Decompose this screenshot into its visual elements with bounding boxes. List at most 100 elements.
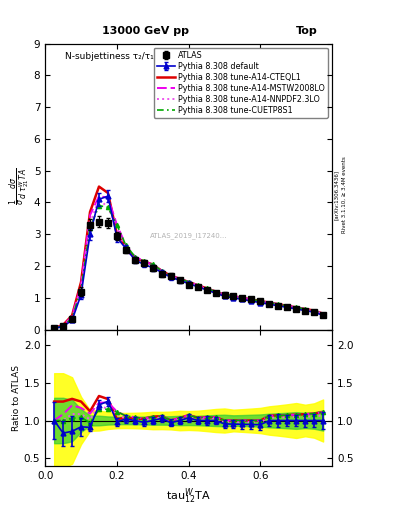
Pythia 8.308 tune-A14-MSTW2008LO <box>97 193 101 199</box>
Text: N-subjettiness τ₂/τ₁ (ATLAS jet substructure): N-subjettiness τ₂/τ₁ (ATLAS jet substruc… <box>65 52 266 61</box>
Pythia 8.308 tune-A14-NNPDF2.3LO <box>312 308 316 314</box>
Pythia 8.308 tune-A14-CTEQL1 <box>106 190 110 196</box>
Pythia 8.308 tune-A14-CTEQL1 <box>186 279 191 285</box>
Pythia 8.308 tune-A14-NNPDF2.3LO <box>222 292 227 298</box>
Pythia 8.308 tune-A14-NNPDF2.3LO <box>160 269 164 275</box>
Pythia 8.308 tune-A14-MSTW2008LO <box>249 296 254 303</box>
Pythia 8.308 tune-CUETP8S1 <box>168 272 173 279</box>
Pythia 8.308 tune-CUETP8S1 <box>160 268 164 274</box>
Pythia 8.308 tune-CUETP8S1 <box>240 295 245 301</box>
Text: Top: Top <box>296 26 318 36</box>
Pythia 8.308 tune-A14-NNPDF2.3LO <box>258 298 263 305</box>
Pythia 8.308 tune-A14-MSTW2008LO <box>141 258 146 264</box>
Pythia 8.308 tune-A14-CTEQL1 <box>222 292 227 298</box>
Pythia 8.308 tune-A14-NNPDF2.3LO <box>285 304 290 310</box>
Pythia 8.308 tune-CUETP8S1 <box>79 287 83 293</box>
Pythia 8.308 tune-A14-MSTW2008LO <box>285 303 290 309</box>
Pythia 8.308 tune-A14-CTEQL1 <box>240 295 245 301</box>
Pythia 8.308 tune-A14-CTEQL1 <box>123 244 128 250</box>
Pythia 8.308 tune-A14-CTEQL1 <box>258 298 263 304</box>
Pythia 8.308 tune-CUETP8S1 <box>204 285 209 291</box>
Pythia 8.308 tune-A14-NNPDF2.3LO <box>303 307 308 313</box>
Pythia 8.308 tune-A14-MSTW2008LO <box>258 298 263 304</box>
Y-axis label: $\frac{1}{\sigma}\frac{d\sigma}{d\ \tau_{21}^{W}TA}$: $\frac{1}{\sigma}\frac{d\sigma}{d\ \tau_… <box>7 168 32 205</box>
Pythia 8.308 tune-A14-NNPDF2.3LO <box>61 323 66 329</box>
Pythia 8.308 tune-A14-NNPDF2.3LO <box>168 273 173 280</box>
Y-axis label: Ratio to ATLAS: Ratio to ATLAS <box>12 365 21 431</box>
Pythia 8.308 tune-A14-NNPDF2.3LO <box>213 289 218 295</box>
Pythia 8.308 tune-A14-CTEQL1 <box>204 285 209 291</box>
Pythia 8.308 tune-A14-NNPDF2.3LO <box>151 263 155 269</box>
Pythia 8.308 tune-CUETP8S1 <box>312 308 316 314</box>
Pythia 8.308 tune-A14-CTEQL1 <box>285 303 290 309</box>
Pythia 8.308 tune-A14-CTEQL1 <box>160 268 164 274</box>
Pythia 8.308 tune-CUETP8S1 <box>267 300 272 306</box>
Pythia 8.308 tune-A14-MSTW2008LO <box>79 282 83 288</box>
Pythia 8.308 tune-A14-CTEQL1 <box>115 231 119 238</box>
Pythia 8.308 tune-A14-NNPDF2.3LO <box>276 302 281 308</box>
Pythia 8.308 tune-CUETP8S1 <box>285 303 290 309</box>
Pythia 8.308 tune-A14-CTEQL1 <box>88 209 92 215</box>
Pythia 8.308 tune-CUETP8S1 <box>249 296 254 303</box>
Pythia 8.308 tune-A14-MSTW2008LO <box>231 293 236 300</box>
Text: [arXiv:1306.3436]: [arXiv:1306.3436] <box>334 169 339 220</box>
Pythia 8.308 tune-A14-CTEQL1 <box>249 296 254 303</box>
Pythia 8.308 tune-CUETP8S1 <box>276 301 281 307</box>
Pythia 8.308 tune-A14-CTEQL1 <box>195 282 200 288</box>
Pythia 8.308 tune-A14-MSTW2008LO <box>204 285 209 291</box>
Pythia 8.308 tune-A14-MSTW2008LO <box>132 253 137 260</box>
Pythia 8.308 tune-A14-CTEQL1 <box>312 308 316 314</box>
Pythia 8.308 tune-A14-CTEQL1 <box>70 312 74 318</box>
Pythia 8.308 tune-CUETP8S1 <box>151 262 155 268</box>
Pythia 8.308 tune-A14-NNPDF2.3LO <box>106 204 110 210</box>
Pythia 8.308 tune-A14-NNPDF2.3LO <box>88 220 92 226</box>
Pythia 8.308 tune-CUETP8S1 <box>294 304 299 310</box>
Pythia 8.308 tune-CUETP8S1 <box>222 292 227 298</box>
Legend: ATLAS, Pythia 8.308 default, Pythia 8.308 tune-A14-CTEQL1, Pythia 8.308 tune-A14: ATLAS, Pythia 8.308 default, Pythia 8.30… <box>154 48 328 118</box>
Pythia 8.308 tune-A14-MSTW2008LO <box>321 311 325 317</box>
Pythia 8.308 tune-A14-MSTW2008LO <box>213 288 218 294</box>
Pythia 8.308 tune-A14-NNPDF2.3LO <box>321 311 325 317</box>
Pythia 8.308 tune-A14-CTEQL1 <box>141 258 146 264</box>
Pythia 8.308 tune-A14-NNPDF2.3LO <box>141 260 146 266</box>
Pythia 8.308 tune-A14-NNPDF2.3LO <box>70 314 74 321</box>
Pythia 8.308 tune-CUETP8S1 <box>321 311 325 317</box>
Line: Pythia 8.308 tune-A14-CTEQL1: Pythia 8.308 tune-A14-CTEQL1 <box>54 186 323 328</box>
Pythia 8.308 tune-A14-MSTW2008LO <box>123 242 128 248</box>
Pythia 8.308 tune-A14-MSTW2008LO <box>303 306 308 312</box>
Pythia 8.308 tune-A14-MSTW2008LO <box>240 295 245 301</box>
Pythia 8.308 tune-A14-CTEQL1 <box>61 322 66 328</box>
Pythia 8.308 tune-A14-MSTW2008LO <box>294 304 299 310</box>
Pythia 8.308 tune-A14-CTEQL1 <box>267 300 272 306</box>
Pythia 8.308 tune-A14-NNPDF2.3LO <box>115 225 119 231</box>
Line: Pythia 8.308 tune-A14-MSTW2008LO: Pythia 8.308 tune-A14-MSTW2008LO <box>54 196 323 328</box>
Pythia 8.308 tune-A14-CTEQL1 <box>151 262 155 268</box>
Pythia 8.308 tune-CUETP8S1 <box>177 276 182 282</box>
Pythia 8.308 tune-A14-NNPDF2.3LO <box>249 297 254 303</box>
Pythia 8.308 tune-A14-MSTW2008LO <box>222 292 227 298</box>
Pythia 8.308 tune-CUETP8S1 <box>61 323 66 329</box>
Pythia 8.308 tune-A14-NNPDF2.3LO <box>52 325 57 331</box>
Pythia 8.308 tune-A14-CTEQL1 <box>231 293 236 300</box>
Pythia 8.308 tune-A14-MSTW2008LO <box>312 308 316 314</box>
Pythia 8.308 tune-A14-MSTW2008LO <box>88 212 92 218</box>
Text: ATLAS_2019_I17240...: ATLAS_2019_I17240... <box>150 232 228 239</box>
Pythia 8.308 tune-A14-MSTW2008LO <box>106 195 110 201</box>
Pythia 8.308 tune-CUETP8S1 <box>231 293 236 300</box>
Pythia 8.308 tune-A14-NNPDF2.3LO <box>79 285 83 291</box>
Pythia 8.308 tune-A14-NNPDF2.3LO <box>97 196 101 202</box>
Text: 13000 GeV pp: 13000 GeV pp <box>102 26 189 36</box>
Pythia 8.308 tune-A14-MSTW2008LO <box>186 279 191 285</box>
Pythia 8.308 tune-A14-CTEQL1 <box>177 276 182 282</box>
Pythia 8.308 tune-CUETP8S1 <box>258 298 263 304</box>
Pythia 8.308 tune-A14-MSTW2008LO <box>160 268 164 274</box>
Pythia 8.308 tune-CUETP8S1 <box>213 288 218 294</box>
Pythia 8.308 tune-CUETP8S1 <box>186 279 191 285</box>
Text: Rivet 3.1.10, ≥ 3.4M events: Rivet 3.1.10, ≥ 3.4M events <box>342 156 346 233</box>
Pythia 8.308 tune-A14-MSTW2008LO <box>70 313 74 319</box>
Pythia 8.308 tune-A14-CTEQL1 <box>294 304 299 310</box>
Pythia 8.308 tune-A14-CTEQL1 <box>213 288 218 294</box>
Pythia 8.308 tune-A14-MSTW2008LO <box>276 301 281 307</box>
Pythia 8.308 tune-A14-NNPDF2.3LO <box>123 246 128 252</box>
Pythia 8.308 tune-CUETP8S1 <box>115 222 119 228</box>
